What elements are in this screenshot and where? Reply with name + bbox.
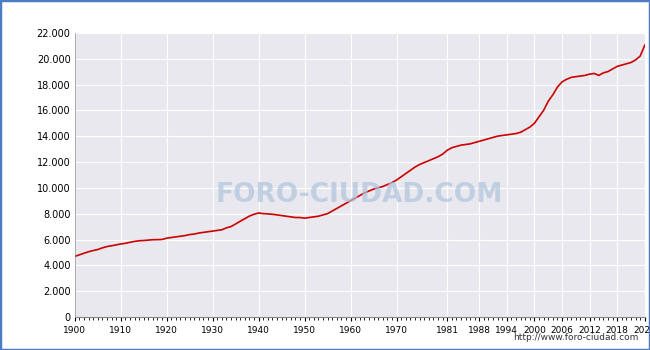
Text: FORO-CIUDAD.COM: FORO-CIUDAD.COM (216, 182, 504, 208)
Text: http://www.foro-ciudad.com: http://www.foro-ciudad.com (513, 332, 638, 342)
Text: Archena (Municipio) - Evolucion del numero de Habitantes: Archena (Municipio) - Evolucion del nume… (131, 11, 519, 24)
